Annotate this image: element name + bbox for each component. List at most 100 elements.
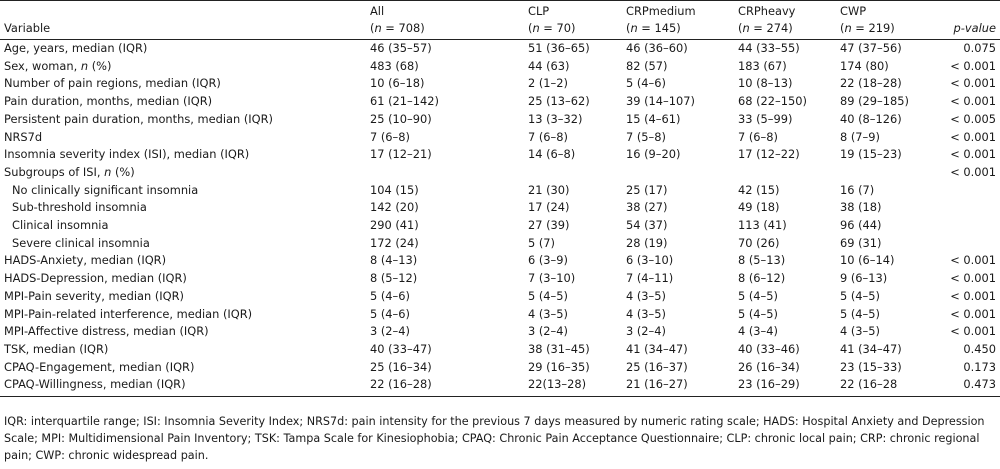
cell-crpmedium: 6 (3–10) — [626, 253, 674, 268]
row-label: HADS-Anxiety, median (IQR) — [4, 253, 167, 268]
cell-cwp: 19 (15–23) — [840, 147, 902, 162]
cell-all: 104 (15) — [370, 182, 419, 197]
cell-crpmedium: 38 (27) — [626, 200, 668, 215]
cell-all: 483 (68) — [370, 58, 419, 73]
table-row: Age, years, median (IQR) 46 (35–57) 51 (36… — [0, 40, 1000, 58]
table-row: MPI-Pain-related interference, median (I… — [0, 306, 1000, 324]
table-row: HADS-Depression, median (IQR) 8 (5–12) 7 (… — [0, 270, 1000, 288]
cell-crpheavy: 4 (3–4) — [738, 324, 778, 339]
row-label: HADS-Depression, median (IQR) — [4, 271, 187, 286]
cell-clp: 5 (4–5) — [528, 288, 568, 303]
cell-clp: 14 (6–8) — [528, 147, 576, 162]
cell-pvalue: 0.450 — [963, 341, 996, 356]
cell-cwp: 9 (6–13) — [840, 271, 888, 286]
table-row: Sex, woman, n (%) 483 (68) 44 (63) 82 (57) 1… — [0, 58, 1000, 76]
cell-pvalue: 0.473 — [940, 376, 1000, 398]
cell-crpheavy: 70 (26) — [738, 235, 780, 250]
cell-crpmedium: 4 (3–5) — [626, 306, 666, 321]
table-row: Persistent pain duration, months, median… — [0, 111, 1000, 129]
row-label: TSK, median (IQR) — [4, 341, 109, 356]
cell-pvalue: < 0.001 — [950, 76, 996, 91]
cell-crpmedium: 7 (4–11) — [626, 271, 674, 286]
cell-all: 3 (2–4) — [370, 324, 410, 339]
table-row: No clinically significant insomnia 104 (1… — [0, 182, 1000, 200]
cell-all: 46 (35–57) — [370, 41, 432, 55]
cell-all: 290 (41) — [370, 218, 419, 233]
cell-crpheavy: 5 (4–5) — [738, 306, 778, 321]
row-label: MPI-Pain-related interference, median (I… — [4, 306, 253, 321]
row-label: Subgroups of ISI, n (%) — [4, 164, 135, 179]
cell-crpmedium: 16 (9–20) — [626, 147, 681, 162]
cell-pvalue: < 0.001 — [950, 324, 996, 339]
row-label: MPI-Pain severity, median (IQR) — [4, 288, 184, 303]
cell-all: 10 (6–18) — [370, 76, 425, 91]
table-row: MPI-Pain severity, median (IQR) 5 (4–6) 5 … — [0, 288, 1000, 306]
header-row: Variable All (n = 708) CLP (n = 70) CRPmed… — [0, 0, 1000, 40]
cell-cwp: 4 (3–5) — [840, 324, 880, 339]
cell-cwp: 8 (7–9) — [840, 129, 880, 144]
cell-crpmedium: 5 (4–6) — [626, 76, 666, 91]
header-group-crpmedium: CRPmedium (n = 145) — [626, 0, 738, 40]
cell-crpheavy: 33 (5–99) — [738, 111, 793, 126]
row-label: Persistent pain duration, months, median… — [4, 111, 273, 126]
cell-all: 25 (10–90) — [370, 111, 432, 126]
cell-pvalue: < 0.001 — [950, 288, 996, 303]
cell-crpheavy: 183 (67) — [738, 58, 787, 73]
cell-all: 142 (20) — [370, 200, 419, 215]
table-row: CPAQ-Engagement, median (IQR) 25 (16–34) 2… — [0, 359, 1000, 377]
cell-crpmedium: 7 (5–8) — [626, 129, 666, 144]
cell-cwp: 47 (37–56) — [840, 41, 902, 55]
cell-crpmedium: 41 (34–47) — [626, 341, 688, 356]
cell-clp: 44 (63) — [528, 58, 570, 73]
cell-pvalue: < 0.001 — [950, 129, 996, 144]
cell-clp: 4 (3–5) — [528, 306, 568, 321]
table-row: Subgroups of ISI, n (%) < 0.001 — [0, 164, 1000, 182]
cell-clp: 21 (30) — [528, 182, 570, 197]
cell-cwp: 41 (34–47) — [840, 341, 902, 356]
cell-clp: 22(13–28) — [528, 376, 626, 398]
cell-pvalue: 0.075 — [963, 41, 996, 55]
cell-crpheavy: 8 (6–12) — [738, 271, 786, 286]
row-label: CPAQ-Willingness, median (IQR) — [0, 376, 370, 398]
cell-cwp: 16 (7) — [840, 182, 875, 197]
cell-cwp: 22 (16–28 — [840, 376, 940, 398]
cell-crpheavy: 17 (12–22) — [738, 147, 800, 162]
cell-clp: 29 (16–35) — [528, 359, 590, 374]
cell-crpheavy: 7 (6–8) — [738, 129, 778, 144]
row-label: NRS7d — [4, 129, 43, 144]
cell-clp: 25 (13–62) — [528, 94, 590, 109]
cell-crpheavy: 40 (33–46) — [738, 341, 800, 356]
cell-cwp: 10 (6–14) — [840, 253, 895, 268]
cell-crpmedium: 25 (16–37) — [626, 359, 688, 374]
cell-cwp: 40 (8–126) — [840, 111, 902, 126]
cell-clp: 7 (3–10) — [528, 271, 576, 286]
cell-crpmedium: 54 (37) — [626, 218, 668, 233]
row-label: Insomnia severity index (ISI), median (I… — [4, 147, 250, 162]
row-label: Clinical insomnia — [12, 218, 109, 233]
row-label: MPI-Affective distress, median (IQR) — [4, 324, 209, 339]
row-label: Sub-threshold insomnia — [12, 200, 147, 215]
cell-cwp: 23 (15–33) — [840, 359, 902, 374]
cell-crpmedium: 25 (17) — [626, 182, 668, 197]
cell-cwp: 96 (44) — [840, 218, 882, 233]
cell-all: 25 (16–34) — [370, 359, 432, 374]
cell-pvalue: < 0.001 — [950, 147, 996, 162]
header-group-all: All (n = 708) — [370, 0, 528, 40]
table-row: MPI-Affective distress, median (IQR) 3 (2… — [0, 323, 1000, 341]
cell-pvalue: < 0.001 — [950, 164, 996, 179]
row-label: Pain duration, months, median (IQR) — [4, 94, 213, 109]
row-label: Number of pain regions, median (IQR) — [4, 76, 221, 91]
header-variable: Variable — [0, 0, 370, 40]
cell-pvalue: < 0.001 — [950, 306, 996, 321]
cell-crpheavy: 68 (22–150) — [738, 94, 807, 109]
cell-pvalue — [940, 235, 1000, 253]
cell-pvalue: < 0.001 — [950, 253, 996, 268]
cell-all: 17 (12–21) — [370, 147, 432, 162]
cell-crpmedium: 15 (4–61) — [626, 111, 681, 126]
cell-crpmedium: 28 (19) — [626, 235, 668, 250]
cell-cwp: 5 (4–5) — [840, 306, 880, 321]
table-body: Age, years, median (IQR) 46 (35–57) 51 (36… — [0, 40, 1000, 398]
cell-all: 40 (33–47) — [370, 341, 432, 356]
cell-clp: 51 (36–65) — [528, 41, 590, 55]
cell-crpmedium: 82 (57) — [626, 58, 668, 73]
